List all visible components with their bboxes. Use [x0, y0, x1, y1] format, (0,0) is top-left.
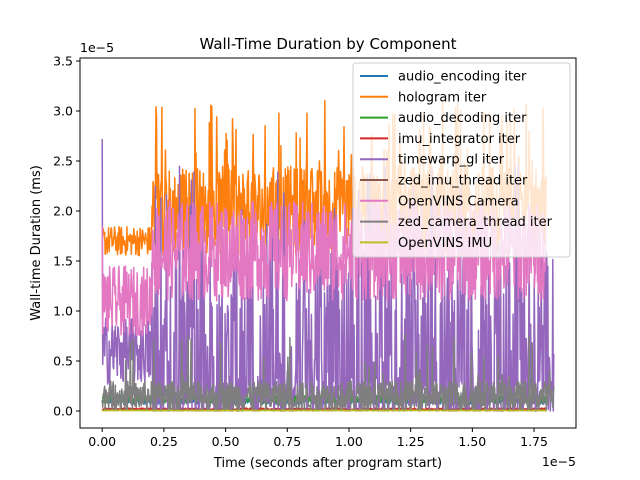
y-tick-label: 2.0: [53, 204, 73, 219]
x-tick-label: 0.25: [150, 434, 178, 449]
legend-label: hologram iter: [398, 90, 487, 105]
x-tick-label: 1.00: [335, 434, 363, 449]
y-tick-label: 3.0: [53, 104, 73, 119]
x-tick-label: 1.75: [520, 434, 548, 449]
y-tick-label: 1.5: [53, 254, 73, 269]
y-tick-label: 2.5: [53, 154, 73, 169]
x-axis-label: Time (seconds after program start): [213, 456, 442, 471]
legend-label: zed_camera_thread iter: [398, 215, 553, 230]
x-axis-ticks: 0.00 0.25 0.50 0.75 1.00 1.25 1.50 1.75: [88, 428, 548, 449]
x-tick-label: 1.25: [397, 434, 425, 449]
legend-label: timewarp_gl iter: [398, 153, 505, 168]
y-tick-label: 0.5: [53, 354, 73, 369]
legend-label: OpenVINS Camera: [398, 194, 519, 209]
chart-title: Wall-Time Duration by Component: [199, 35, 456, 53]
x-tick-label: 0.00: [88, 434, 116, 449]
y-axis-ticks: 0.0 0.5 1.0 1.5 2.0 2.5 3.0 3.5: [53, 54, 80, 419]
x-offset-text: 1e−5: [542, 454, 576, 469]
series-lines: [101, 99, 555, 412]
legend-label: imu_integrator iter: [398, 132, 521, 147]
y-tick-label: 3.5: [53, 54, 73, 69]
y-tick-label: 1.0: [53, 304, 73, 319]
legend-label: zed_imu_thread iter: [398, 174, 528, 189]
series-line-openvins-camera: [101, 200, 548, 337]
y-offset-text: 1e−5: [80, 40, 114, 55]
x-tick-label: 0.75: [273, 434, 301, 449]
legend: audio_encoding iter hologram iter audio_de…: [352, 62, 571, 258]
legend-box: [352, 62, 571, 258]
legend-label: OpenVINS IMU: [398, 236, 492, 251]
plot-frame: [79, 57, 577, 429]
y-axis-label: Wall-time Duration (ms): [29, 165, 44, 321]
series-line-openvins-imu: [101, 409, 547, 412]
legend-label: audio_encoding iter: [398, 70, 527, 85]
legend-label: audio_decoding iter: [398, 111, 527, 126]
series-line-zed-camera-thread-iter: [101, 333, 555, 412]
y-tick-label: 0.0: [53, 404, 73, 419]
x-tick-label: 0.50: [212, 434, 240, 449]
x-tick-label: 1.50: [458, 434, 486, 449]
